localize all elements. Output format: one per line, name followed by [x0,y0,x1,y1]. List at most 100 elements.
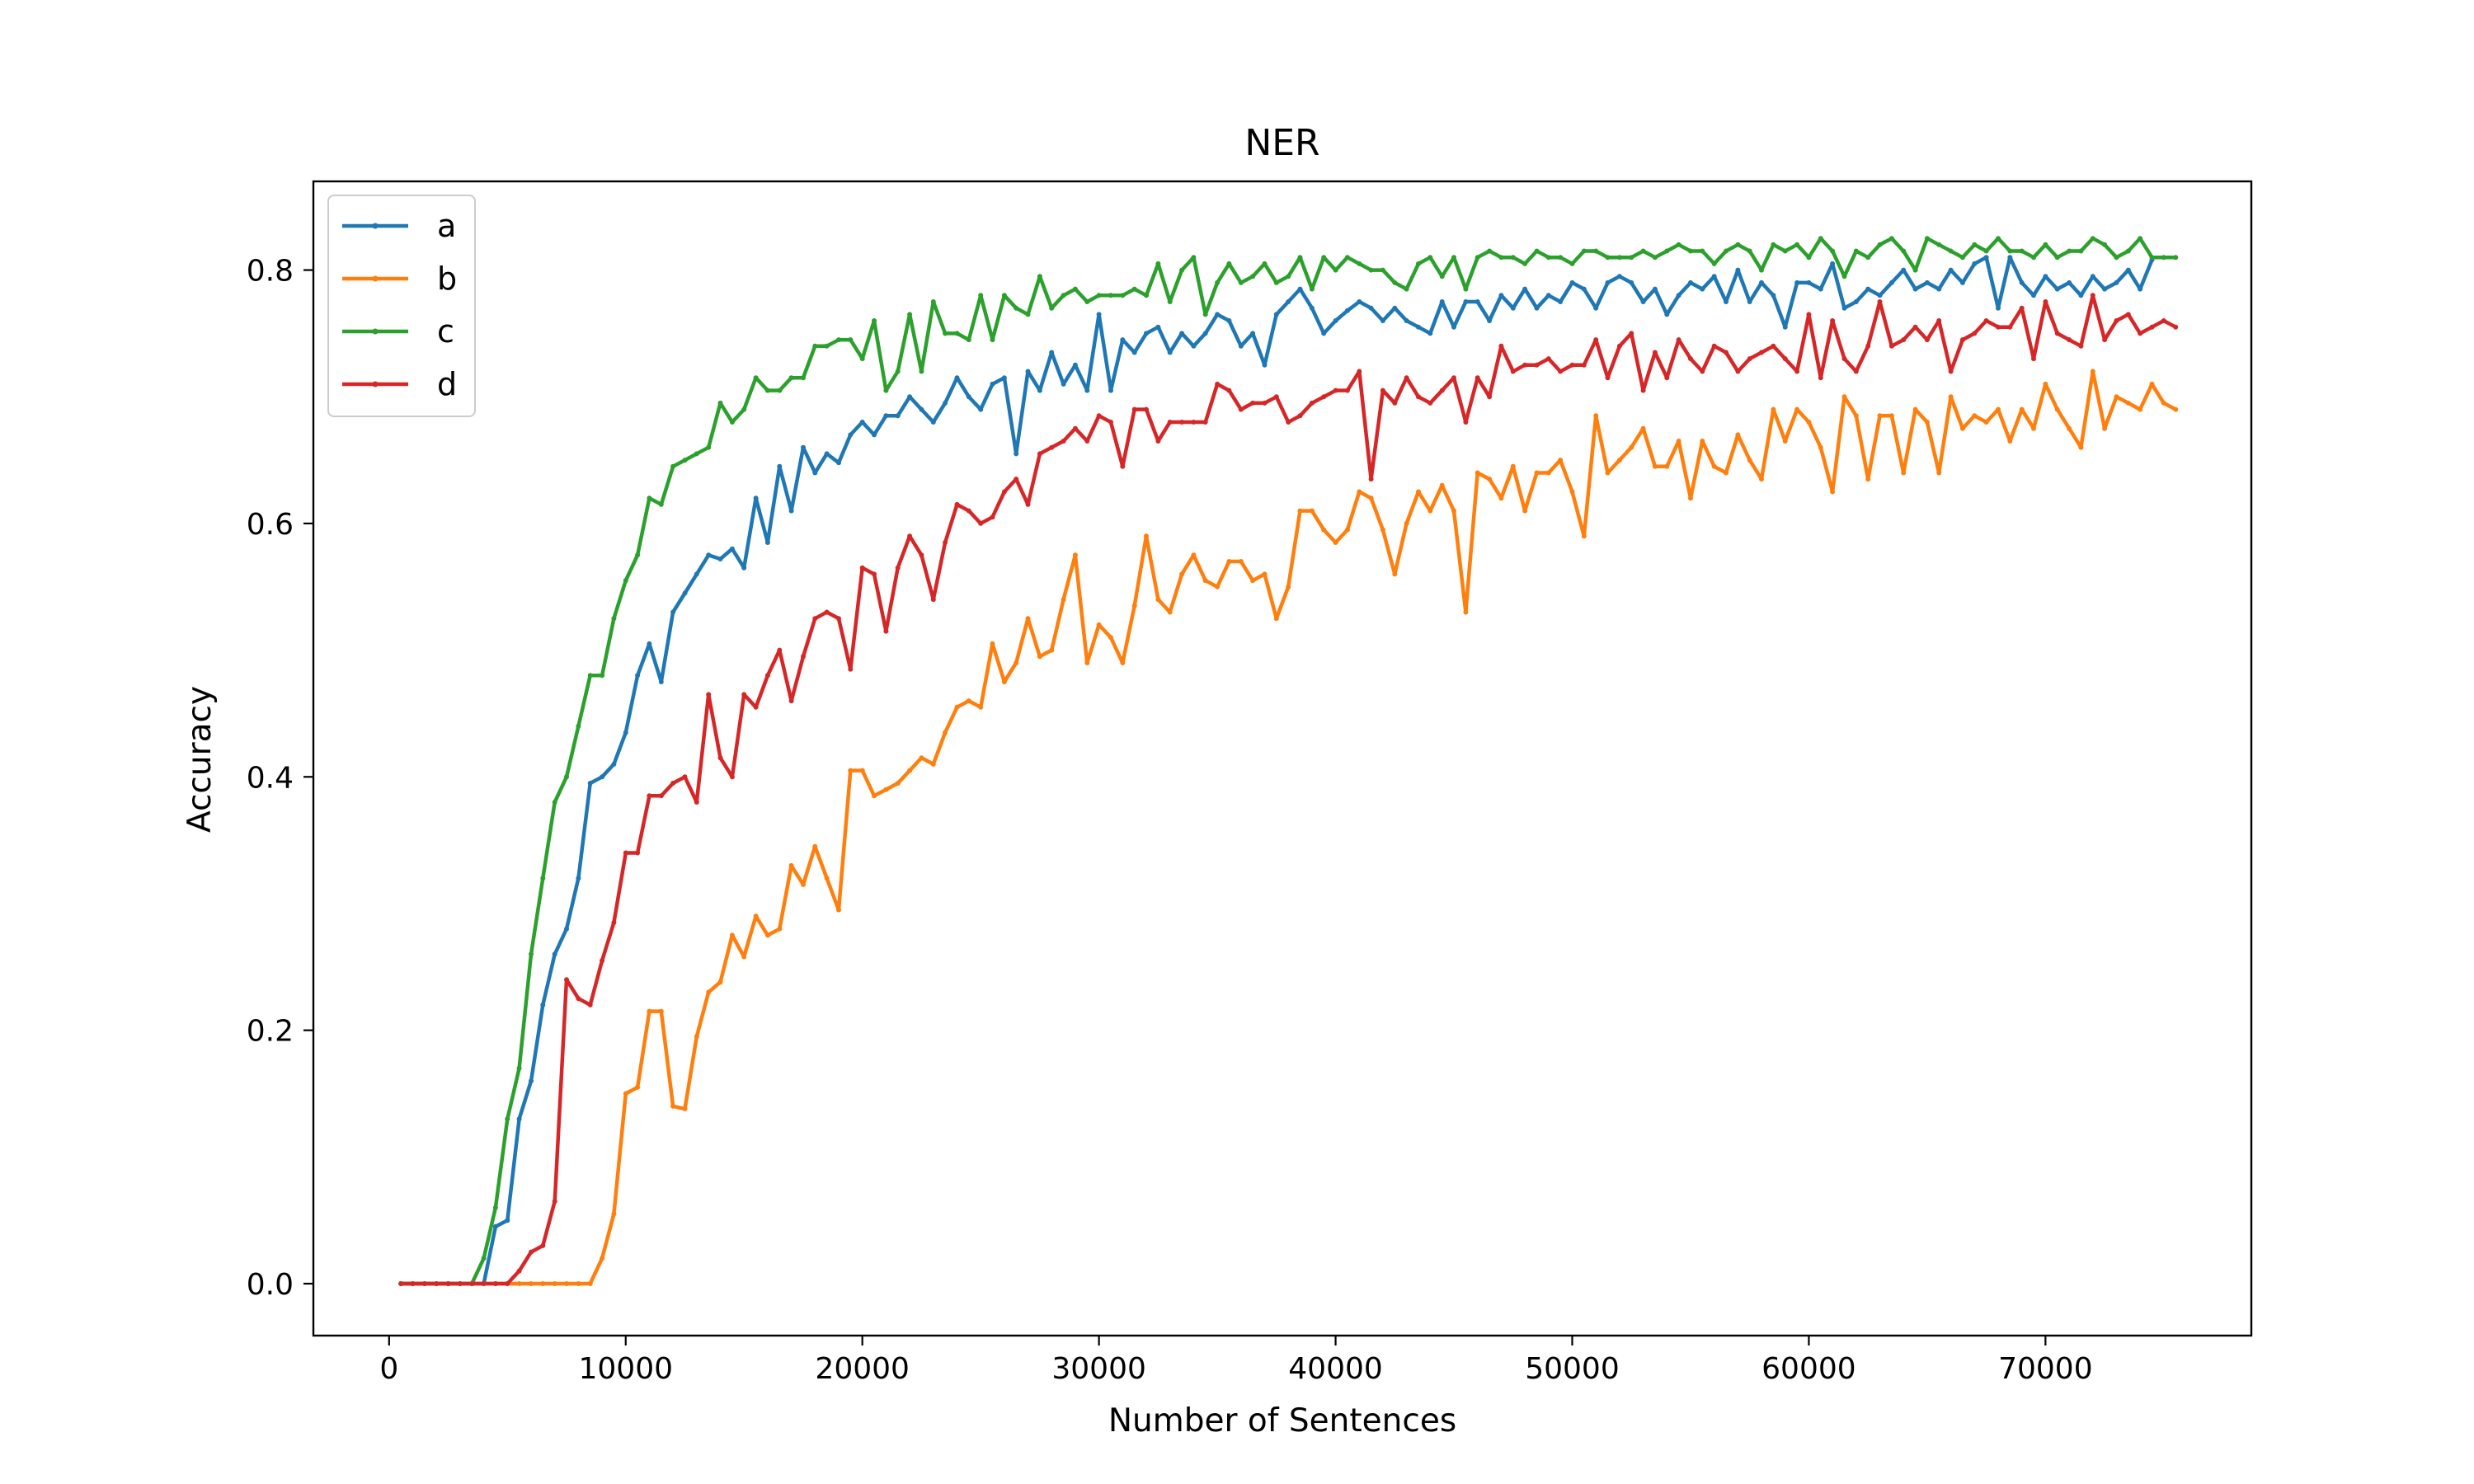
data-point-a [682,590,688,596]
data-point-d [410,1281,416,1286]
data-point-c [1202,312,1208,317]
data-point-b [1771,406,1776,412]
data-point-b [788,862,794,868]
data-point-a [907,394,913,400]
data-point-c [1806,255,1812,261]
data-point-b [1463,609,1469,615]
data-point-d [1983,318,1989,323]
data-point-b [1108,635,1113,641]
data-point-b [1818,444,1823,450]
data-point-a [2138,286,2143,292]
data-point-a [1427,331,1433,336]
data-point-c [1072,286,1078,292]
data-point-b [1948,394,1954,400]
data-point-a [1996,305,2001,311]
data-point-d [966,508,971,514]
data-point-d [421,1281,427,1286]
data-point-a [1865,286,1871,292]
data-point-d [1144,406,1149,412]
data-point-d [1806,312,1812,317]
data-point-b [1700,439,1705,444]
data-point-c [1830,248,1836,254]
series-a [398,255,2155,1286]
data-point-c [587,673,593,679]
data-point-d [895,565,901,571]
legend-label: a [437,208,456,244]
data-point-d [1357,369,1362,374]
data-point-c [1226,261,1232,266]
data-point-b [2090,369,2095,374]
y-tick-label: 0.0 [247,1268,294,1302]
data-point-c [2019,248,2025,254]
data-point-a [587,781,593,786]
data-point-c [1593,248,1599,254]
data-point-b [954,704,960,710]
data-point-d [1782,356,1788,362]
data-point-c [1853,248,1859,254]
data-point-c [1581,248,1587,254]
data-point-a [1558,299,1564,304]
data-point-d [516,1268,522,1274]
data-point-d [1830,318,1836,323]
data-point-d [2031,356,2036,362]
data-point-b [1865,477,1871,482]
data-point-c [623,578,628,584]
data-point-d [1759,350,1764,355]
data-point-a [2090,274,2095,279]
data-point-d [1321,394,1327,400]
data-point-c [1380,267,1385,273]
data-point-c [1877,242,1883,247]
data-point-c [729,420,735,425]
data-point-d [1711,343,1717,349]
data-point-b [1273,616,1279,622]
data-point-a [1014,451,1019,457]
data-point-c [1344,255,1350,261]
data-point-a [1888,279,1894,285]
data-point-c [1250,274,1256,279]
data-point-b [764,932,770,938]
data-point-d [492,1281,498,1286]
data-point-a [777,463,783,469]
data-point-d [1901,337,1907,343]
y-tick-label: 0.2 [247,1015,294,1049]
data-point-c [1700,248,1705,254]
data-point-d [1652,350,1658,355]
data-point-b [1936,470,1942,476]
data-point-a [1250,331,1256,336]
data-point-b [1344,527,1350,533]
data-point-d [1037,451,1042,457]
data-point-b [2054,406,2060,412]
data-point-c [1664,248,1670,254]
data-point-c [1179,267,1185,273]
data-point-c [1049,305,1055,311]
data-point-b [2019,406,2025,412]
data-point-b [1392,571,1398,577]
data-point-c [2149,255,2155,261]
data-point-a [1724,299,1729,304]
data-point-a [1794,279,1800,285]
data-point-b [1202,578,1208,584]
data-point-c [1404,286,1409,292]
data-point-c [658,501,664,507]
x-axis-label: Number of Sentences [1108,1402,1456,1439]
data-point-c [1912,267,1918,273]
data-point-d [1747,356,1752,362]
data-point-d [1996,324,2001,330]
data-point-c [2043,242,2048,247]
data-point-b [1841,394,1847,400]
data-point-d [2078,343,2084,349]
data-point-c [1983,248,1989,254]
data-point-d [445,1281,451,1286]
legend-label: d [437,366,457,402]
data-point-d [1202,420,1208,425]
data-point-c [1888,236,1894,242]
data-point-c [2125,248,2131,254]
data-point-c [540,876,546,881]
data-point-c [907,312,913,317]
data-point-d [1463,420,1469,425]
data-point-a [990,381,995,387]
data-point-b [1215,584,1221,589]
data-point-a [1297,286,1303,292]
data-point-c [1001,293,1007,298]
data-point-b [777,926,783,932]
